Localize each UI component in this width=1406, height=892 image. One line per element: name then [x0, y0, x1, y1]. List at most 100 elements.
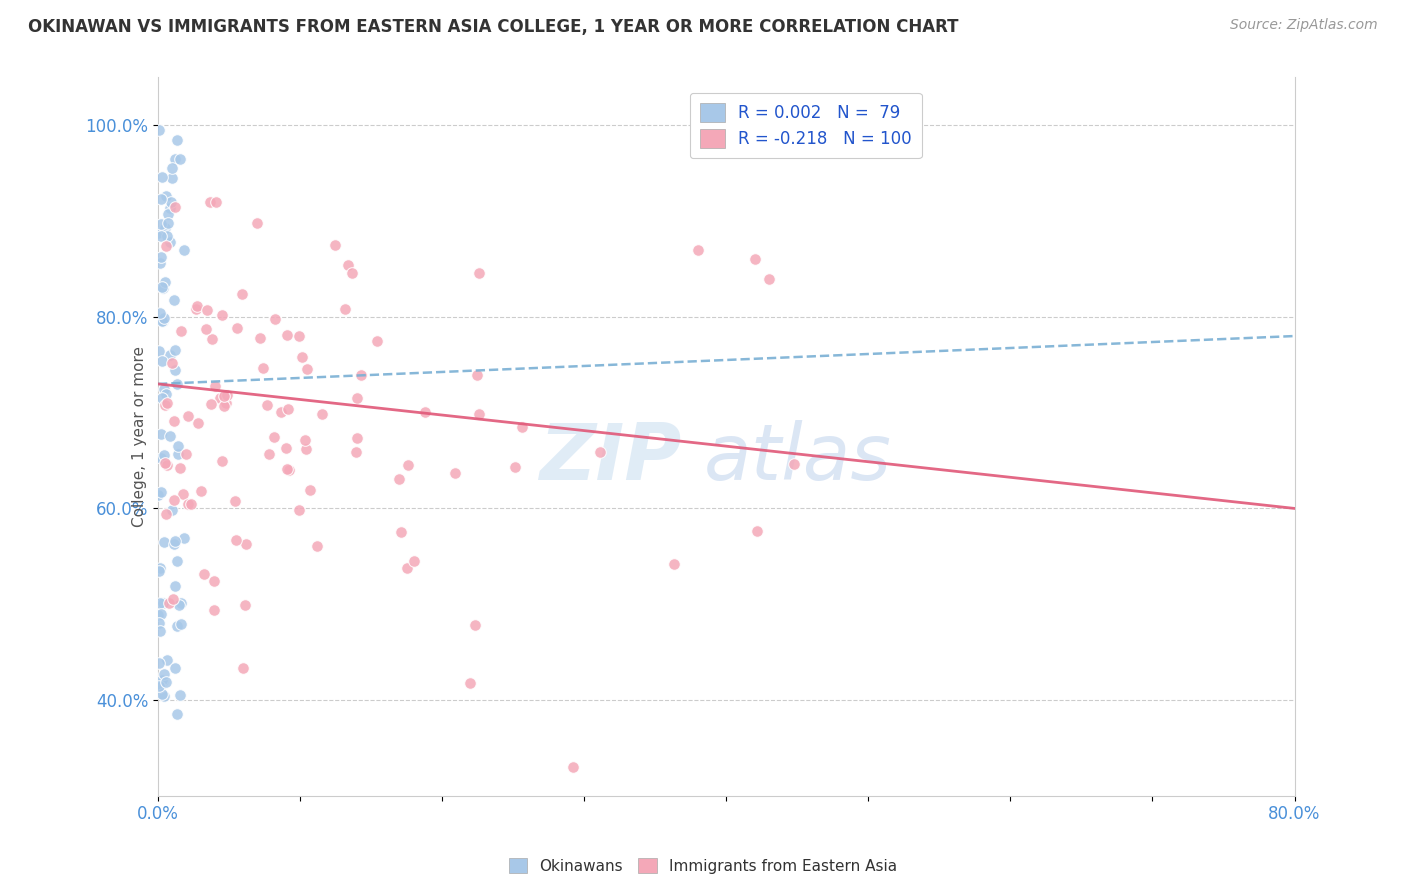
Point — [211, 454, 233, 468]
Point — [166, 554, 188, 568]
Point — [169, 461, 191, 475]
Point — [152, 281, 174, 295]
Point — [464, 617, 486, 632]
Point — [270, 405, 292, 419]
Point — [152, 448, 174, 462]
Point — [204, 379, 226, 393]
Point — [162, 592, 184, 607]
Point — [152, 314, 174, 328]
Point — [163, 579, 186, 593]
Point — [155, 228, 177, 243]
Point — [589, 445, 612, 459]
Point — [264, 311, 287, 326]
Point — [225, 533, 247, 547]
Point — [169, 153, 191, 167]
Point — [148, 122, 170, 136]
Point — [274, 441, 297, 455]
Text: OKINAWAN VS IMMIGRANTS FROM EASTERN ASIA COLLEGE, 1 YEAR OR MORE CORRELATION CHA: OKINAWAN VS IMMIGRANTS FROM EASTERN ASIA… — [28, 18, 959, 36]
Point — [170, 596, 193, 610]
Point — [783, 457, 806, 471]
Point — [156, 207, 179, 221]
Point — [155, 189, 177, 203]
Point — [150, 228, 173, 243]
Point — [205, 194, 228, 209]
Point — [246, 216, 269, 230]
Point — [149, 485, 172, 500]
Point — [252, 361, 274, 376]
Point — [148, 608, 170, 623]
Point — [160, 502, 183, 516]
Point — [160, 195, 183, 210]
Point — [177, 497, 200, 511]
Point — [294, 442, 316, 456]
Point — [159, 348, 181, 362]
Point — [152, 314, 174, 328]
Point — [146, 488, 169, 502]
Legend: Okinawans, Immigrants from Eastern Asia: Okinawans, Immigrants from Eastern Asia — [503, 852, 903, 880]
Point — [163, 343, 186, 357]
Point — [200, 397, 222, 411]
Point — [160, 356, 183, 370]
Point — [153, 310, 176, 325]
Point — [193, 567, 215, 582]
Point — [155, 239, 177, 253]
Text: atlas: atlas — [703, 420, 891, 496]
Point — [335, 301, 357, 316]
Point — [311, 407, 333, 421]
Point — [344, 445, 367, 459]
Point — [150, 217, 173, 231]
Point — [153, 535, 176, 549]
Point — [155, 675, 177, 690]
Point — [156, 396, 179, 410]
Point — [150, 192, 173, 206]
Point — [153, 456, 176, 470]
Point — [150, 353, 173, 368]
Point — [149, 607, 172, 621]
Point — [155, 507, 177, 521]
Point — [167, 439, 190, 453]
Point — [298, 483, 321, 497]
Point — [148, 564, 170, 578]
Point — [150, 687, 173, 701]
Legend: R = 0.002   N =  79, R = -0.218   N = 100: R = 0.002 N = 79, R = -0.218 N = 100 — [690, 93, 922, 158]
Point — [153, 221, 176, 235]
Point — [159, 429, 181, 443]
Point — [503, 459, 526, 474]
Point — [153, 667, 176, 681]
Point — [159, 235, 181, 249]
Point — [156, 458, 179, 472]
Point — [163, 661, 186, 675]
Point — [444, 466, 467, 480]
Point — [184, 302, 207, 317]
Point — [211, 308, 233, 322]
Point — [150, 279, 173, 293]
Point — [165, 200, 187, 214]
Point — [758, 271, 780, 285]
Point — [187, 416, 209, 430]
Point — [201, 332, 224, 346]
Point — [305, 539, 328, 553]
Point — [150, 451, 173, 466]
Point — [166, 133, 188, 147]
Point — [686, 243, 709, 257]
Point — [149, 256, 172, 270]
Point — [288, 328, 311, 343]
Point — [156, 653, 179, 667]
Point — [257, 447, 280, 461]
Point — [204, 602, 226, 616]
Point — [146, 226, 169, 240]
Point — [465, 368, 488, 383]
Point — [155, 387, 177, 401]
Point — [276, 327, 298, 342]
Point — [323, 238, 346, 252]
Point — [150, 250, 173, 264]
Point — [173, 244, 195, 258]
Point — [215, 388, 238, 402]
Point — [176, 409, 198, 423]
Point — [148, 680, 170, 694]
Point — [157, 216, 180, 230]
Point — [297, 362, 319, 376]
Point — [169, 688, 191, 702]
Point — [163, 362, 186, 376]
Point — [276, 462, 298, 476]
